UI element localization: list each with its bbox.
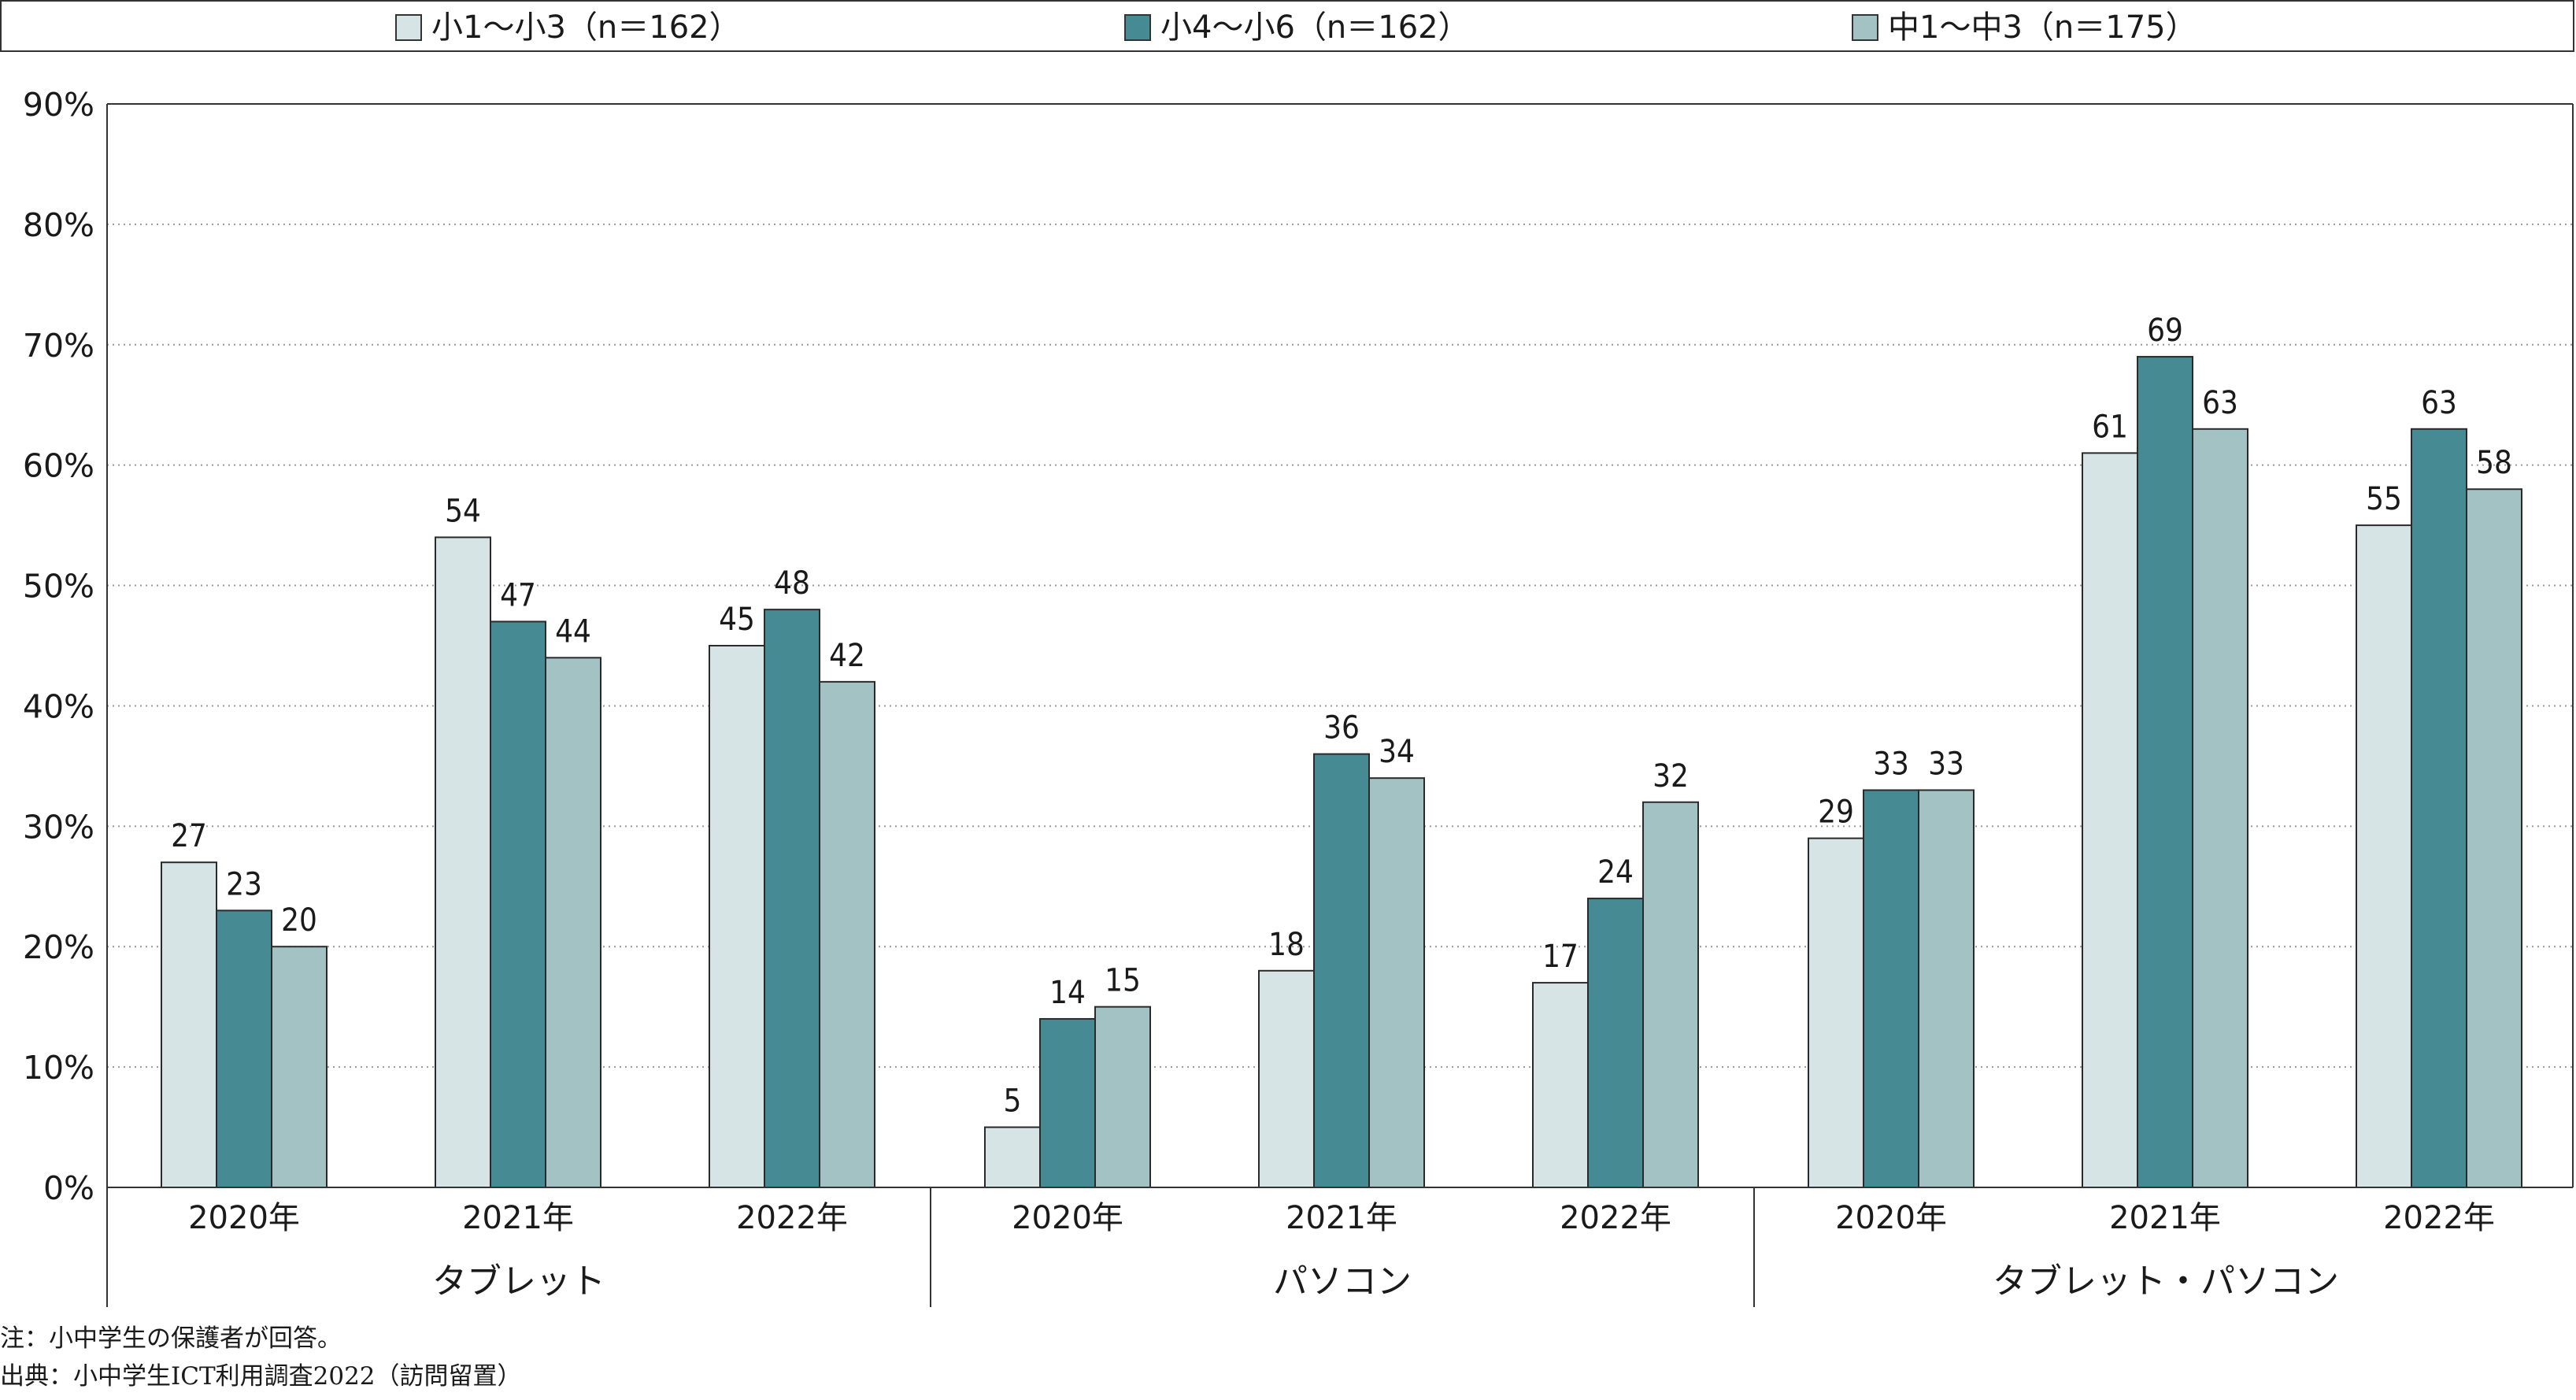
data-label: 36 — [1323, 710, 1360, 746]
bar — [819, 680, 875, 1188]
data-label: 17 — [1542, 939, 1579, 975]
legend-item-grade1-3: 小1～小3（n＝162） — [395, 9, 741, 46]
bar — [161, 861, 217, 1188]
x-category-label: 2020年 — [1012, 1200, 1123, 1236]
data-label: 48 — [774, 565, 810, 602]
bar — [709, 645, 765, 1188]
bar — [271, 946, 328, 1188]
data-label: 58 — [2476, 445, 2512, 481]
x-category-label: 2022年 — [2383, 1200, 2495, 1236]
bar — [2411, 428, 2467, 1188]
legend-swatch-grade4-6 — [1124, 14, 1151, 41]
data-label: 20 — [281, 902, 317, 939]
y-tick-label: 50% — [23, 568, 94, 606]
x-category-label: 2020年 — [1835, 1200, 1947, 1236]
data-label: 27 — [171, 818, 207, 854]
data-label: 47 — [500, 577, 536, 613]
bar — [1368, 777, 1425, 1188]
x-group-label: パソコン — [1273, 1261, 1412, 1302]
bar — [1039, 1017, 1096, 1189]
data-label: 33 — [1928, 746, 1964, 782]
data-label: 14 — [1049, 975, 1086, 1011]
y-tick-label: 80% — [23, 206, 94, 244]
data-label: 61 — [2092, 409, 2128, 445]
y-tick-label: 10% — [23, 1049, 94, 1087]
y-tick-label: 60% — [23, 447, 94, 485]
data-label: 15 — [1105, 963, 1141, 999]
x-category-label: 2021年 — [1286, 1200, 1397, 1236]
x-category-label: 2021年 — [462, 1200, 574, 1236]
x-group-label: タブレット・パソコン — [1993, 1261, 2339, 1302]
y-tick-label: 70% — [23, 327, 94, 365]
data-label: 5 — [1004, 1083, 1022, 1120]
x-category-label: 2020年 — [188, 1200, 300, 1236]
data-label: 42 — [829, 638, 865, 674]
legend-item-grade4-6: 小4～小6（n＝162） — [1124, 9, 1470, 46]
bar — [2192, 428, 2248, 1188]
legend-label-junior1-3: 中1～中3（n＝175） — [1888, 9, 2197, 46]
legend-swatch-grade1-3 — [395, 14, 422, 41]
bar — [2082, 452, 2138, 1188]
bar — [1258, 969, 1315, 1189]
y-tick-label: 40% — [23, 687, 94, 725]
data-label: 44 — [555, 613, 591, 650]
x-group-label: タブレット — [432, 1261, 605, 1302]
legend-item-junior1-3: 中1～中3（n＝175） — [1852, 9, 2197, 46]
bar — [2356, 524, 2412, 1188]
data-label: 55 — [2366, 481, 2402, 517]
y-tick-label: 20% — [23, 928, 94, 966]
x-category-label: 2022年 — [736, 1200, 848, 1236]
bar-chart: 0% 10% 20% 30% 40% 50% 60% 70% 80% 90% 27 23 20 2020年… — [23, 86, 2574, 1307]
legend-swatch-junior1-3 — [1852, 14, 1878, 41]
bar — [2137, 356, 2193, 1189]
footnote-source: 出典：小中学生ICT利用調査2022（訪問留置） — [0, 1362, 522, 1391]
data-label: 33 — [1873, 746, 1909, 782]
data-label: 29 — [1818, 794, 1854, 831]
bar — [1863, 789, 1919, 1188]
bar — [1918, 789, 1975, 1188]
bar — [490, 620, 546, 1188]
legend-label-grade4-6: 小4～小6（n＝162） — [1160, 9, 1470, 46]
legend: 小1～小3（n＝162） 小4～小6（n＝162） 中1～中3（n＝175） — [0, 0, 2574, 52]
bar — [1532, 982, 1589, 1188]
bar — [1313, 753, 1370, 1188]
bar — [216, 909, 272, 1189]
y-tick-label: 30% — [23, 808, 94, 846]
data-label: 32 — [1653, 758, 1689, 794]
bar — [2466, 488, 2522, 1188]
data-label: 63 — [2421, 385, 2457, 421]
bar — [1587, 898, 1644, 1188]
data-label: 54 — [445, 493, 481, 529]
bar — [1642, 801, 1699, 1188]
data-label: 24 — [1597, 854, 1634, 891]
bar — [545, 657, 601, 1188]
data-label: 18 — [1268, 927, 1305, 963]
legend-label-grade1-3: 小1～小3（n＝162） — [431, 9, 741, 46]
x-category-label: 2021年 — [2109, 1200, 2221, 1236]
data-label: 45 — [719, 602, 755, 638]
footnote-note: 注：小中学生の保護者が回答。 — [0, 1324, 342, 1353]
bar — [984, 1126, 1041, 1188]
data-label: 63 — [2202, 385, 2238, 421]
bar — [1808, 837, 1864, 1188]
data-label: 69 — [2147, 313, 2183, 349]
bar — [435, 536, 491, 1188]
data-label: 23 — [226, 866, 262, 902]
x-category-label: 2022年 — [1560, 1200, 1671, 1236]
bar — [1094, 1006, 1151, 1188]
y-tick-label: 90% — [23, 86, 94, 124]
data-label: 34 — [1379, 734, 1415, 770]
bar — [764, 609, 820, 1188]
y-tick-label: 0% — [43, 1169, 94, 1207]
